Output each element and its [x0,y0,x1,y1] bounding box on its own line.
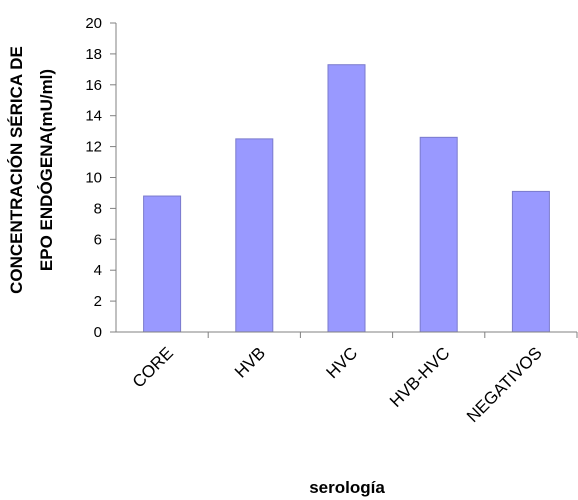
x-tick-label: CORE [129,343,177,391]
bar-hvb [235,138,274,333]
y-tick-label: 10 [85,170,102,187]
y-tick-label: 16 [85,77,102,94]
y-tick-label: 4 [94,262,102,279]
bar-hvc [327,64,366,333]
bar-hvb-hvc [419,136,458,333]
y-axis-title-line-2: EPO ENDÓGENA(mU/ml) [37,69,56,271]
y-tick-label: 18 [85,46,102,63]
y-tick-label: 12 [85,139,102,156]
y-tick-label: 14 [85,108,102,125]
y-axis-ticks: 0 2 4 6 8 10 12 14 16 18 20 [85,15,116,341]
y-tick-label: 6 [94,231,102,248]
x-tick-label: HVC [323,343,362,382]
y-axis-title-line-1: CONCENTRACIÓN SÉRICA DE [7,46,26,294]
bars [143,64,550,333]
x-axis-title: serología [309,478,385,497]
y-tick-label: 0 [94,324,102,341]
x-tick-label: NEGATIVOS [463,343,546,426]
y-tick-label: 8 [94,200,102,217]
x-tick-label: HVB-HVC [386,343,454,411]
x-axis-ticks: CORE HVB HVC HVB-HVC NEGATIVOS [129,332,578,426]
bar-core [143,195,182,333]
bar-negativos [511,190,550,333]
y-tick-label: 2 [94,293,102,310]
x-tick-label: HVB [231,343,269,381]
y-tick-label: 20 [85,15,102,32]
